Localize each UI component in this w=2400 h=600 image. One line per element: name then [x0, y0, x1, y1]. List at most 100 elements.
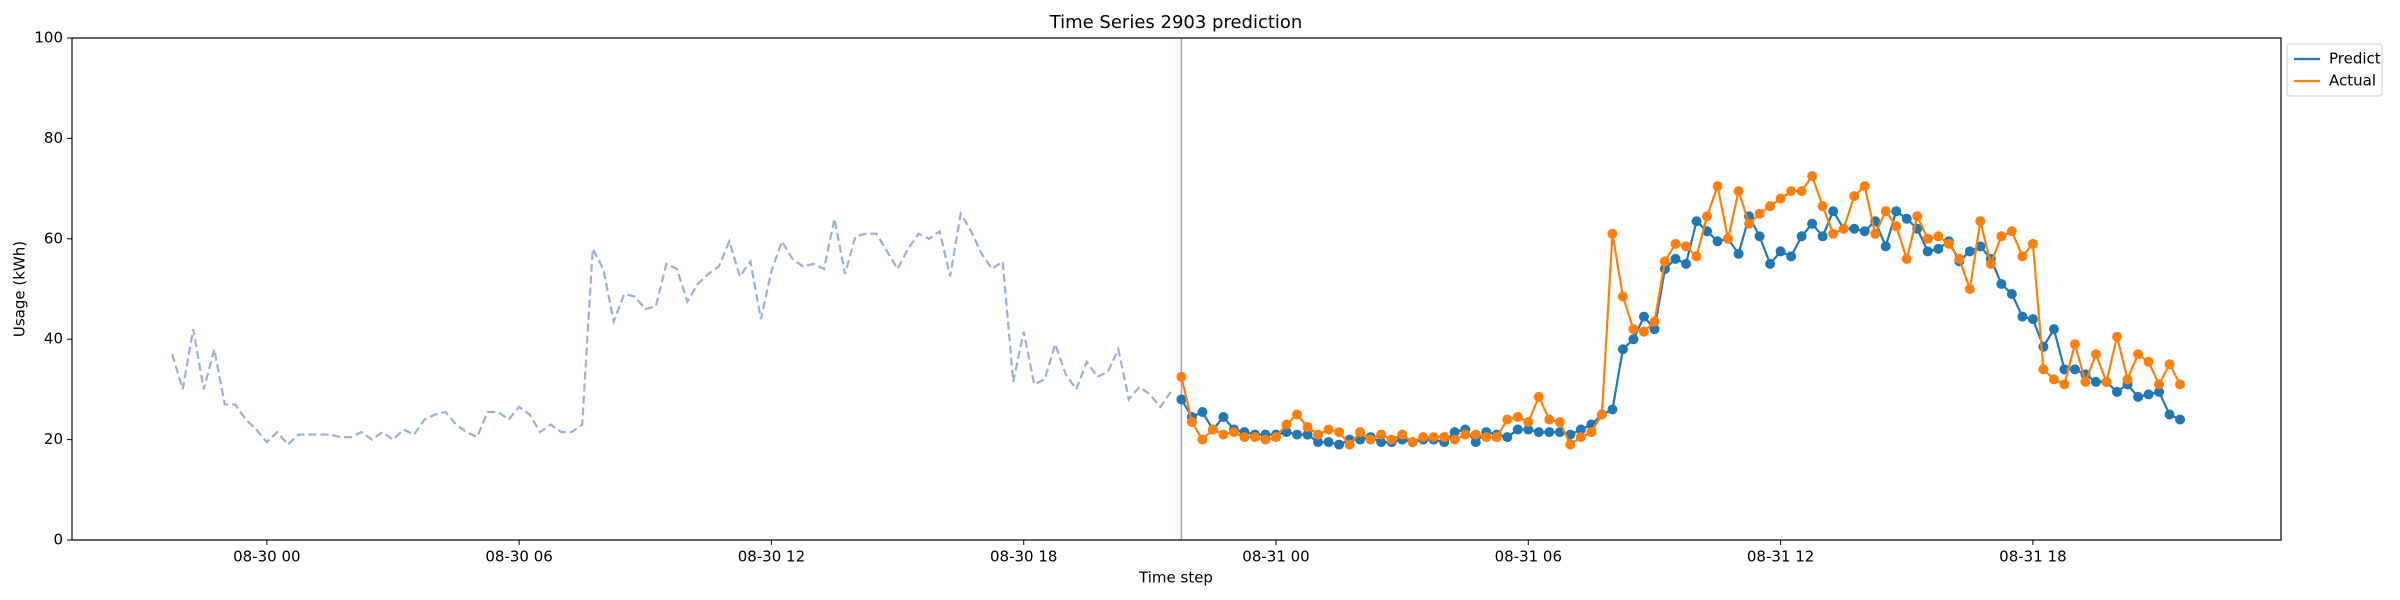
- data-point: [1292, 429, 1303, 440]
- data-point: [1628, 324, 1639, 335]
- data-point: [2090, 376, 2101, 387]
- data-point: [1523, 424, 1534, 435]
- data-point: [1733, 248, 1744, 259]
- data-point: [1218, 412, 1229, 423]
- x-tick-label: 08-31 12: [1747, 548, 1814, 566]
- data-point: [2090, 349, 2101, 360]
- data-point: [2059, 379, 2070, 390]
- data-point: [2133, 349, 2144, 360]
- data-point: [1912, 211, 1923, 222]
- data-point: [1596, 409, 1607, 420]
- data-point: [2143, 389, 2154, 400]
- data-point: [1859, 181, 1870, 192]
- data-point: [1638, 326, 1649, 337]
- data-point: [1407, 437, 1418, 448]
- data-point: [1449, 427, 1460, 438]
- data-point: [1397, 429, 1408, 440]
- y-tick-label: 20: [44, 430, 63, 448]
- data-point: [2017, 251, 2028, 262]
- data-point: [2175, 379, 2186, 390]
- data-point: [1376, 429, 1387, 440]
- data-point: [2048, 374, 2059, 385]
- data-point: [1901, 253, 1912, 264]
- data-point: [1176, 394, 1187, 405]
- data-point: [1313, 429, 1324, 440]
- data-point: [1386, 434, 1397, 445]
- data-point: [1439, 432, 1450, 443]
- x-tick-label: 08-30 18: [990, 548, 1057, 566]
- data-point: [1659, 256, 1670, 267]
- data-point: [1733, 186, 1744, 197]
- data-point: [1460, 429, 1471, 440]
- data-point: [1680, 258, 1691, 269]
- data-point: [1807, 171, 1818, 182]
- data-point: [1796, 186, 1807, 197]
- data-point: [2164, 359, 2175, 370]
- data-point: [2154, 379, 2165, 390]
- data-point: [1323, 424, 1334, 435]
- data-point: [1428, 432, 1439, 443]
- data-point: [1828, 228, 1839, 239]
- data-point: [1754, 231, 1765, 242]
- data-point: [2038, 364, 2049, 375]
- data-point: [1575, 432, 1586, 443]
- data-point: [1544, 427, 1555, 438]
- data-point: [2017, 311, 2028, 322]
- data-point: [1996, 278, 2007, 289]
- data-point: [2080, 376, 2091, 387]
- data-point: [1933, 231, 1944, 242]
- data-point: [1544, 414, 1555, 425]
- data-point: [1228, 427, 1239, 438]
- data-point: [1292, 409, 1303, 420]
- chart-title: Time Series 2903 prediction: [1049, 12, 1303, 33]
- data-point: [1628, 334, 1639, 345]
- data-point: [1817, 231, 1828, 242]
- data-point: [1575, 424, 1586, 435]
- data-point: [2112, 386, 2123, 397]
- y-axis-label: Usage (kWh): [11, 241, 29, 337]
- data-point: [1754, 208, 1765, 219]
- data-point: [1344, 439, 1355, 450]
- data-point: [1828, 206, 1839, 217]
- data-point: [1523, 417, 1534, 428]
- data-point: [2164, 409, 2175, 420]
- x-tick-label: 08-30 06: [485, 548, 552, 566]
- y-tick-label: 0: [53, 531, 63, 549]
- data-point: [2122, 374, 2133, 385]
- data-point: [2027, 238, 2038, 249]
- data-point: [1197, 406, 1208, 417]
- data-point: [1355, 434, 1366, 445]
- data-point: [1670, 253, 1681, 264]
- data-point: [1512, 424, 1523, 435]
- data-point: [1418, 432, 1429, 443]
- data-point: [1985, 258, 1996, 269]
- data-point: [2133, 391, 2144, 402]
- data-point: [1712, 236, 1723, 247]
- data-point: [1617, 344, 1628, 355]
- data-point: [1649, 316, 1660, 327]
- data-point: [1554, 417, 1565, 428]
- y-tick-label: 80: [44, 129, 63, 147]
- data-point: [1207, 424, 1218, 435]
- x-tick-label: 08-31 18: [1999, 548, 2066, 566]
- data-point: [1723, 233, 1734, 244]
- data-point: [1271, 432, 1282, 443]
- data-point: [1281, 419, 1292, 430]
- data-point: [1607, 228, 1618, 239]
- data-point: [1880, 241, 1891, 252]
- data-point: [1775, 246, 1786, 257]
- y-tick-label: 40: [44, 330, 63, 348]
- data-point: [1638, 311, 1649, 322]
- legend-label: Actual: [2329, 72, 2376, 90]
- data-point: [1680, 241, 1691, 252]
- data-point: [1376, 437, 1387, 448]
- data-point: [2112, 331, 2123, 342]
- data-point: [1964, 284, 1975, 294]
- data-point: [1691, 251, 1702, 262]
- data-point: [1302, 429, 1313, 440]
- data-point: [2006, 289, 2017, 300]
- data-point: [1512, 412, 1523, 423]
- data-point: [1922, 246, 1933, 257]
- legend-label: Predict: [2329, 50, 2381, 68]
- data-point: [1649, 324, 1660, 335]
